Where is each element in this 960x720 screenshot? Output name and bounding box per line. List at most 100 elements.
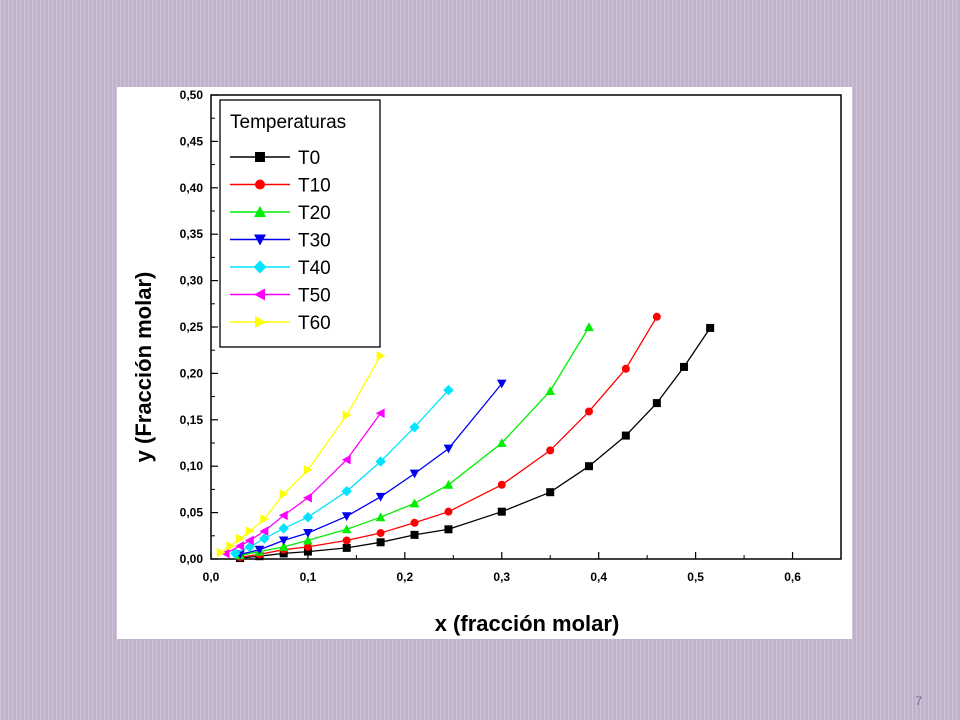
data-point: [278, 536, 289, 546]
data-point: [245, 526, 255, 536]
data-point: [375, 456, 386, 467]
x-tick-label: 0,6: [784, 570, 801, 584]
data-point: [341, 454, 351, 465]
y-tick-label: 0,15: [180, 413, 204, 427]
legend-title: Temperaturas: [230, 112, 346, 133]
data-point: [303, 465, 313, 475]
slide-number: 7: [915, 694, 922, 708]
y-tick-label: 0,50: [180, 88, 204, 102]
x-tick-label: 0,1: [300, 570, 317, 584]
chart-panel: 0,00 0,05 0,10 0,15 0,20 0,25 0,30 0,35 0,40 0,45…: [117, 87, 852, 639]
legend-marker: [254, 206, 266, 217]
data-point: [621, 431, 630, 440]
data-point: [375, 492, 386, 502]
legend-box: [219, 99, 381, 348]
data-point: [545, 386, 556, 396]
legend-marker: [254, 234, 266, 246]
data-point: [278, 510, 288, 521]
series-t0: [236, 323, 715, 563]
legend-entry-t40: T40: [230, 258, 331, 279]
data-point: [443, 479, 454, 489]
y-tick-label: 0,00: [180, 552, 204, 566]
legend-label: T10: [298, 176, 331, 197]
data-point: [497, 507, 506, 516]
y-tick-label: 0,10: [180, 459, 204, 473]
data-point: [260, 514, 270, 524]
legend-entry-t0: T0: [230, 148, 320, 169]
data-point: [444, 507, 453, 516]
data-point: [303, 547, 312, 556]
legend-marker: [253, 260, 267, 274]
legend-entry-t50: T50: [230, 286, 331, 307]
data-point: [376, 538, 385, 547]
data-point: [652, 399, 661, 408]
legend-marker: [255, 152, 265, 162]
legend-entry-t60: T60: [230, 313, 331, 334]
data-point: [584, 322, 594, 331]
x-tick-label: 0,4: [590, 570, 607, 584]
data-point: [585, 407, 593, 416]
data-point: [443, 384, 454, 396]
data-point: [443, 444, 454, 454]
data-point: [226, 541, 236, 551]
data-point: [303, 529, 313, 538]
data-point: [230, 548, 241, 559]
data-point: [546, 446, 555, 455]
data-point: [409, 498, 420, 508]
data-point: [410, 518, 419, 527]
data-point: [259, 526, 269, 536]
data-point: [496, 438, 507, 447]
y-tick-label: 0,20: [180, 366, 204, 380]
y-tick-label: 0,45: [180, 134, 204, 148]
x-tick-label: 0,5: [687, 570, 704, 584]
data-point: [303, 492, 312, 503]
data-point: [259, 533, 270, 544]
data-point: [236, 533, 245, 544]
series-line: [240, 316, 658, 558]
data-point: [410, 530, 419, 539]
data-point: [706, 323, 715, 332]
data-point: [302, 512, 314, 523]
data-point: [278, 542, 289, 551]
legend-entry-t20: T20: [230, 203, 331, 224]
series-t60: [216, 350, 386, 558]
series-t50: [220, 408, 385, 559]
data-point: [376, 350, 386, 361]
y-tick-label: 0,35: [180, 227, 204, 241]
data-point: [278, 523, 289, 534]
legend-marker: [255, 179, 265, 190]
legend-entry-t30: T30: [230, 231, 331, 252]
data-point: [409, 469, 420, 479]
data-point: [279, 489, 289, 499]
series-t30: [235, 379, 507, 560]
x-axis-title: x (fracción molar): [435, 611, 620, 636]
data-point: [375, 408, 385, 419]
data-point: [254, 545, 265, 555]
data-point: [679, 362, 688, 371]
y-tick-label: 0,40: [180, 181, 204, 195]
series-line: [220, 355, 382, 554]
data-point: [341, 524, 352, 534]
data-point: [342, 410, 352, 420]
legend-label: T40: [298, 258, 331, 279]
data-point: [303, 535, 313, 545]
y-tick-label: 0,25: [180, 320, 204, 334]
data-point: [546, 488, 555, 497]
x-tick-label: 0,2: [397, 570, 414, 584]
data-point: [496, 379, 507, 389]
data-point: [342, 536, 351, 545]
y-tick-label: 0,30: [180, 274, 204, 288]
data-point: [444, 525, 453, 534]
y-tick-label: 0,05: [180, 506, 204, 520]
data-point: [342, 543, 351, 552]
legend-label: T60: [298, 313, 331, 334]
data-point: [585, 462, 593, 471]
data-point: [375, 512, 386, 522]
data-point: [652, 312, 661, 321]
data-point: [216, 547, 226, 558]
data-point: [621, 364, 630, 373]
legend-label: T50: [298, 286, 331, 307]
data-point: [341, 486, 352, 497]
x-tick-label: 0,3: [493, 570, 510, 584]
data-point: [244, 535, 254, 546]
